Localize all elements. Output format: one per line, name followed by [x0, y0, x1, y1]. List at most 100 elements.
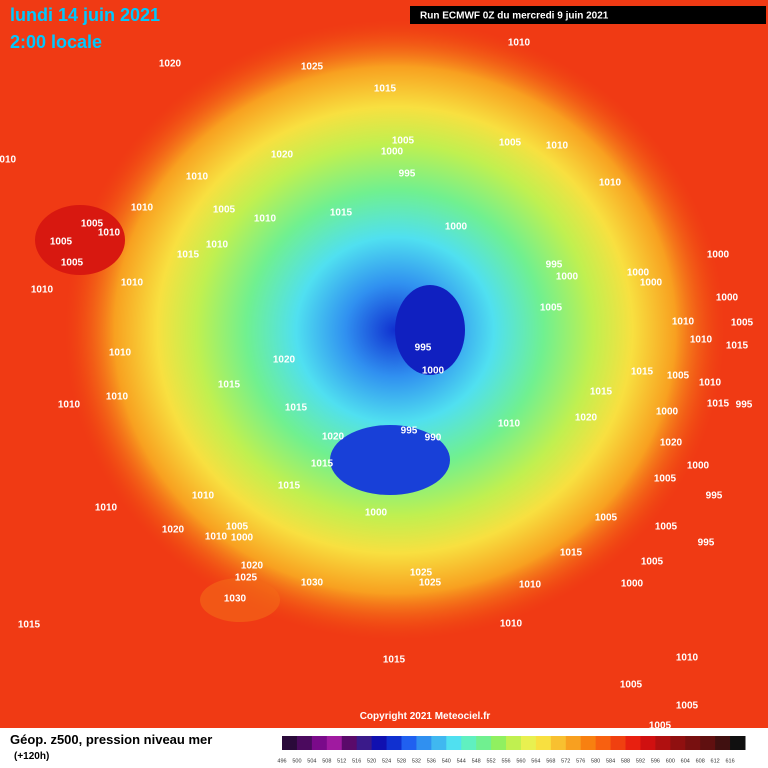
- isobar-label: 1020: [322, 432, 345, 443]
- colorbar-swatch: [610, 736, 627, 750]
- isobar-label: 1015: [383, 655, 406, 666]
- isobar-label: 995: [736, 400, 753, 411]
- colorbar-label: 584: [606, 758, 615, 764]
- colorbar-swatch: [386, 736, 402, 750]
- isobar-label: 1005: [641, 557, 664, 568]
- isobar-label: 1015: [707, 399, 730, 410]
- colorbar-label: 588: [621, 758, 630, 764]
- isobar-label: 1005: [392, 136, 415, 147]
- isobar-label: 1030: [224, 594, 247, 605]
- isobar-label: 1005: [654, 474, 677, 485]
- isobar-label: 1010: [109, 348, 132, 359]
- isobar-label: 1010: [131, 203, 154, 214]
- colorbar-swatch: [401, 736, 417, 750]
- colorbar-swatch: [461, 736, 477, 750]
- isobar-label: 1020: [162, 525, 185, 536]
- isobar-label: 1010: [206, 240, 229, 251]
- colorbar-swatch: [670, 736, 686, 750]
- isobar-label: 995: [698, 538, 715, 549]
- colorbar-swatch: [730, 736, 746, 750]
- isobar-label: 1010: [58, 400, 81, 411]
- isobar-label: 1015: [177, 250, 200, 261]
- colorbar-swatch: [431, 736, 447, 750]
- isobar-label: 1020: [273, 355, 296, 366]
- time: 2:00 locale: [10, 32, 102, 52]
- colorbar-label: 548: [472, 758, 481, 764]
- colorbar-label: 616: [725, 758, 734, 764]
- isobar-label: 1010: [690, 335, 713, 346]
- colorbar-label: 560: [516, 758, 525, 764]
- isobar-label: 1010: [106, 392, 129, 403]
- colorbar-label: 612: [711, 758, 720, 764]
- colorbar-label: 572: [561, 758, 570, 764]
- isobar-label: 1025: [410, 568, 433, 579]
- colorbar-swatch: [520, 736, 537, 750]
- colorbar-label: 600: [666, 758, 675, 764]
- isobar-label: 1010: [508, 38, 531, 49]
- isobar-label: 1005: [50, 237, 73, 248]
- colorbar-label: 576: [576, 758, 585, 764]
- isobar-label: 1005: [226, 522, 249, 533]
- isobar-label: 1015: [631, 367, 654, 378]
- colorbar-label: 540: [442, 758, 451, 764]
- isobar-label: 1010: [0, 155, 17, 166]
- isobar-label: 1010: [31, 285, 54, 296]
- colorbar-swatch: [700, 736, 716, 750]
- isobar-label: 995: [415, 343, 432, 354]
- isobar-label: 1015: [285, 403, 308, 414]
- colorbar-swatch: [446, 736, 462, 750]
- colorbar-label: 552: [487, 758, 496, 764]
- low-center: [395, 285, 465, 375]
- isobar-label: 1000: [556, 272, 579, 283]
- colorbar-label: 496: [277, 758, 286, 764]
- isobar-label: 1025: [235, 573, 258, 584]
- isobar-label: 1020: [271, 150, 294, 161]
- isobar-label: 1015: [726, 341, 749, 352]
- isobar-label: 1000: [365, 508, 388, 519]
- colorbar-label: 592: [636, 758, 645, 764]
- isobar-label: 1000: [716, 293, 739, 304]
- colorbar-swatch: [535, 736, 552, 750]
- colorbar-swatch: [491, 736, 507, 750]
- isobar-label: 1020: [159, 59, 182, 70]
- isobar-label: 1025: [301, 62, 324, 73]
- colorbar-swatch: [296, 736, 313, 750]
- colorbar-label: 536: [427, 758, 436, 764]
- isobar-label: 1010: [98, 228, 121, 239]
- isobar-label: 1000: [445, 222, 468, 233]
- isobar-label: 1010: [672, 317, 695, 328]
- isobar-label: 1000: [656, 407, 679, 418]
- colorbar-swatch: [595, 736, 612, 750]
- isobar-label: 1010: [205, 532, 228, 543]
- isobar-label: 1010: [546, 141, 569, 152]
- colorbar-swatch: [580, 736, 597, 750]
- colorbar-label: 556: [501, 758, 510, 764]
- colorbar-label: 580: [591, 758, 600, 764]
- colorbar-swatch: [506, 736, 522, 750]
- colorbar-swatch: [565, 736, 582, 750]
- colorbar-swatch: [640, 736, 656, 750]
- run-box: [410, 6, 766, 24]
- isobar-label: 1005: [667, 371, 690, 382]
- isobar-label: 1020: [241, 561, 264, 572]
- colorbar-swatch: [282, 736, 298, 750]
- isobar-label: 1010: [676, 653, 699, 664]
- low-center: [330, 425, 450, 495]
- colorbar-swatch: [326, 736, 343, 750]
- colorbar-label: 608: [696, 758, 705, 764]
- isobar-label: 995: [401, 426, 418, 437]
- colorbar-label: 500: [292, 758, 301, 764]
- isobar-label: 1000: [687, 461, 710, 472]
- colorbar-swatch: [685, 736, 701, 750]
- isobar-label: 1015: [311, 459, 334, 470]
- high-area: [200, 578, 280, 622]
- isobar-label: 1010: [599, 178, 622, 189]
- isobar-label: 1015: [590, 387, 613, 398]
- colorbar-label: 528: [397, 758, 406, 764]
- isobar-label: 1015: [330, 208, 353, 219]
- isobar-label: 1010: [186, 172, 209, 183]
- isobar-label: 1005: [213, 205, 236, 216]
- colorbar-swatch: [356, 736, 373, 750]
